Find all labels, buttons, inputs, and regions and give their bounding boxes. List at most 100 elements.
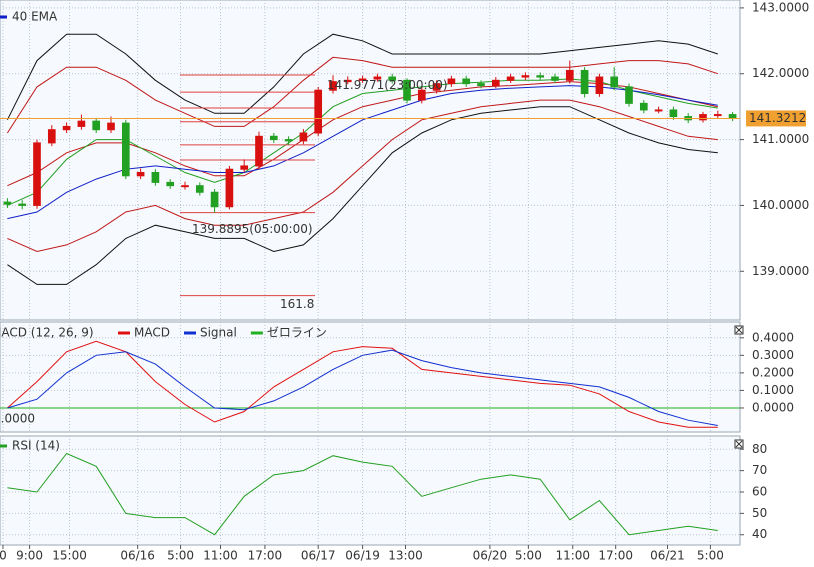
candle-body [62,125,71,131]
candle-body [403,79,411,101]
x-tick-label: 11:00 [203,549,238,563]
y-tick-label: 60 [752,484,767,498]
candle-body [639,102,648,111]
candle-body [506,76,515,81]
y-tick-label: 0.1000 [752,383,794,397]
candle-body [491,79,500,87]
plot-area: 0.0000 [0,322,740,432]
y-tick-label: 50 [752,506,767,520]
y-tick-label: 80 [752,442,767,456]
x-tick-label: 5:00 [167,549,194,563]
y-tick-label: 70 [752,463,767,477]
line [7,99,718,253]
x-tick-label: 06/16 [120,549,155,563]
fib-label: 161.8 [280,297,314,311]
annotation: 141.9771(23:00:00) [327,78,448,92]
candle-body [329,81,337,91]
x-tick-label: 13:00 [388,549,423,563]
candle-body [269,135,278,141]
legend-label: Signal [200,326,237,340]
line [7,349,718,426]
candle-body [432,83,441,91]
x-tick-label: 06/21 [650,549,685,563]
candle-body [728,114,737,120]
x-tick-label: 5:00 [515,549,542,563]
candle-body [654,109,663,112]
line [6,33,718,121]
candle-body [388,76,397,81]
candle-body [595,76,604,94]
candle-body [151,172,160,183]
x-tick-label: 06/20 [473,549,508,563]
zero-line-label: 0.0000 [0,411,35,425]
candle-body [447,78,456,85]
x-tick-label: 0 [0,549,7,563]
line [6,56,718,134]
candle-body [225,168,234,208]
candle-body [521,75,530,78]
line [7,452,718,536]
candle-body [713,114,722,117]
x-tick-label: 15:00 [52,549,87,563]
candle-body [240,165,249,170]
candle-body [92,120,101,131]
last-price-box [746,110,806,127]
candle-body [3,201,12,205]
close-button[interactable] [734,439,744,449]
candle-body [314,89,323,134]
y-tick-label: 0.0000 [752,400,794,414]
candle-body [33,142,41,206]
x-tick-label: 17:00 [598,549,633,563]
price-panel [0,0,741,321]
y-tick-label: 142.0000 [752,66,809,80]
y-tick-label: 0.3000 [752,348,794,362]
candle-body [610,76,619,88]
x-tick-label: 06/17 [301,549,336,563]
line [7,106,718,285]
candle-body [669,109,678,118]
legend-label: 40 EMA [12,10,58,24]
y-tick-label: 40 [752,527,767,541]
candle-body [255,135,263,167]
x-tick-label: 9:00 [16,549,43,563]
candle-body [166,181,175,187]
rsi-panel [0,435,741,546]
candle-body [121,122,130,177]
x-tick-label: 06/19 [345,549,380,563]
candle-body [47,129,56,144]
panel-title: MACD (12, 26, 9) [0,326,94,340]
candle-body [77,120,86,127]
y-tick-label: 0.2000 [752,365,794,379]
candle-body [358,78,367,81]
candle-body [580,69,589,94]
candle-body [536,75,545,78]
candle-body [210,191,219,208]
candle-body [462,78,471,85]
x-tick-label: 17:00 [248,549,283,563]
candle-body [699,114,707,121]
candle-body [195,185,204,193]
candle-body [625,86,633,104]
candle-body [107,122,115,131]
candle-body [373,76,382,80]
close-button[interactable] [734,325,744,335]
candle-body [565,69,574,81]
panel-title: RSI (14) [12,439,60,453]
candle-body [299,132,308,142]
candle-body [477,83,485,87]
y-tick-label: 143.0000 [752,0,809,14]
y-tick-label: 139.0000 [752,264,809,278]
plot-area: 161.8 141.9771(23:00:00) 139.8895(05:00:00… [0,0,740,320]
y-tick-label: 0.4000 [752,330,794,344]
legend-label: ゼロライン [267,326,327,340]
y-tick-label: 140.0000 [752,198,809,212]
annotation: 139.8895(05:00:00) [192,222,313,236]
x-tick-label: 5:00 [697,549,724,563]
candle-body [136,172,145,177]
last-price-label: 141.3212 [749,111,806,125]
macd-panel [0,321,741,433]
x-tick-label: 11:00 [555,549,590,563]
candle-body [417,89,426,101]
candle-body [284,139,293,142]
